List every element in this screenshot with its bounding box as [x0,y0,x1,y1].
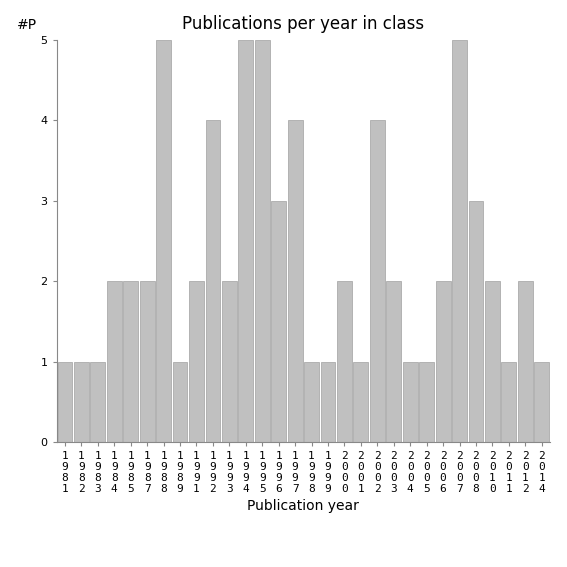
Bar [156,40,171,442]
Bar [518,281,533,442]
Bar [238,40,253,442]
Bar [435,281,451,442]
Y-axis label: #P: #P [17,18,37,32]
Bar [468,201,484,442]
Bar [74,362,89,442]
Bar [370,120,385,442]
Bar [452,40,467,442]
Bar [304,362,319,442]
Bar [172,362,188,442]
Bar [419,362,434,442]
X-axis label: Publication year: Publication year [247,499,359,513]
Bar [271,201,286,442]
Bar [123,281,138,442]
Bar [222,281,237,442]
Bar [205,120,221,442]
Bar [386,281,401,442]
Bar [90,362,105,442]
Bar [403,362,418,442]
Bar [485,281,500,442]
Title: Publications per year in class: Publications per year in class [182,15,425,32]
Bar [57,362,73,442]
Bar [501,362,517,442]
Bar [287,120,303,442]
Bar [107,281,122,442]
Bar [255,40,270,442]
Bar [139,281,155,442]
Bar [534,362,549,442]
Bar [320,362,336,442]
Bar [337,281,352,442]
Bar [189,281,204,442]
Bar [353,362,369,442]
